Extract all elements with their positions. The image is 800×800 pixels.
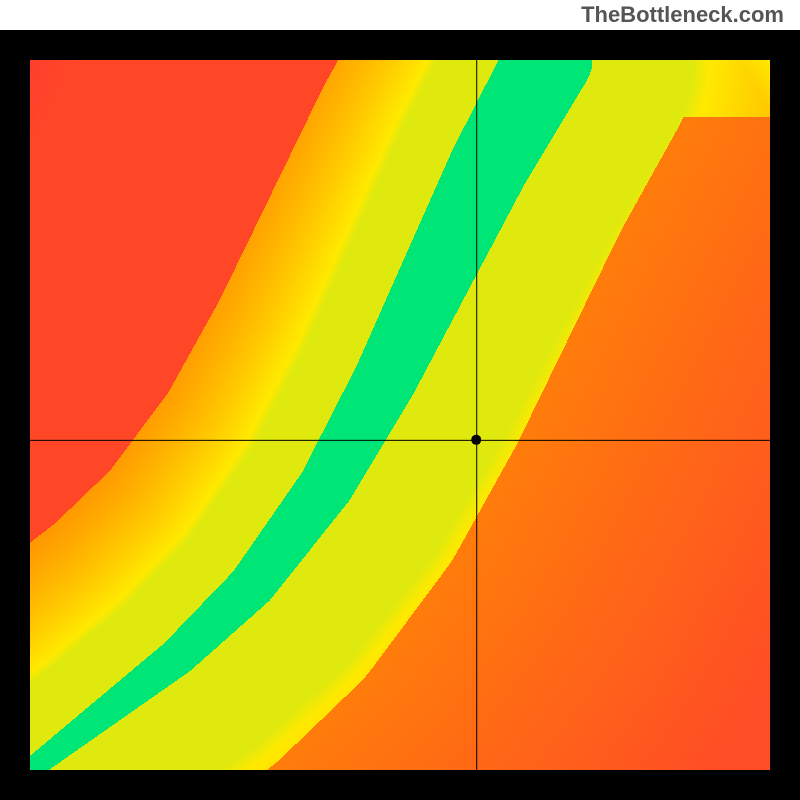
watermark-text: TheBottleneck.com — [581, 2, 784, 28]
bottleneck-heatmap — [30, 60, 770, 770]
chart-outer-box — [0, 30, 800, 800]
